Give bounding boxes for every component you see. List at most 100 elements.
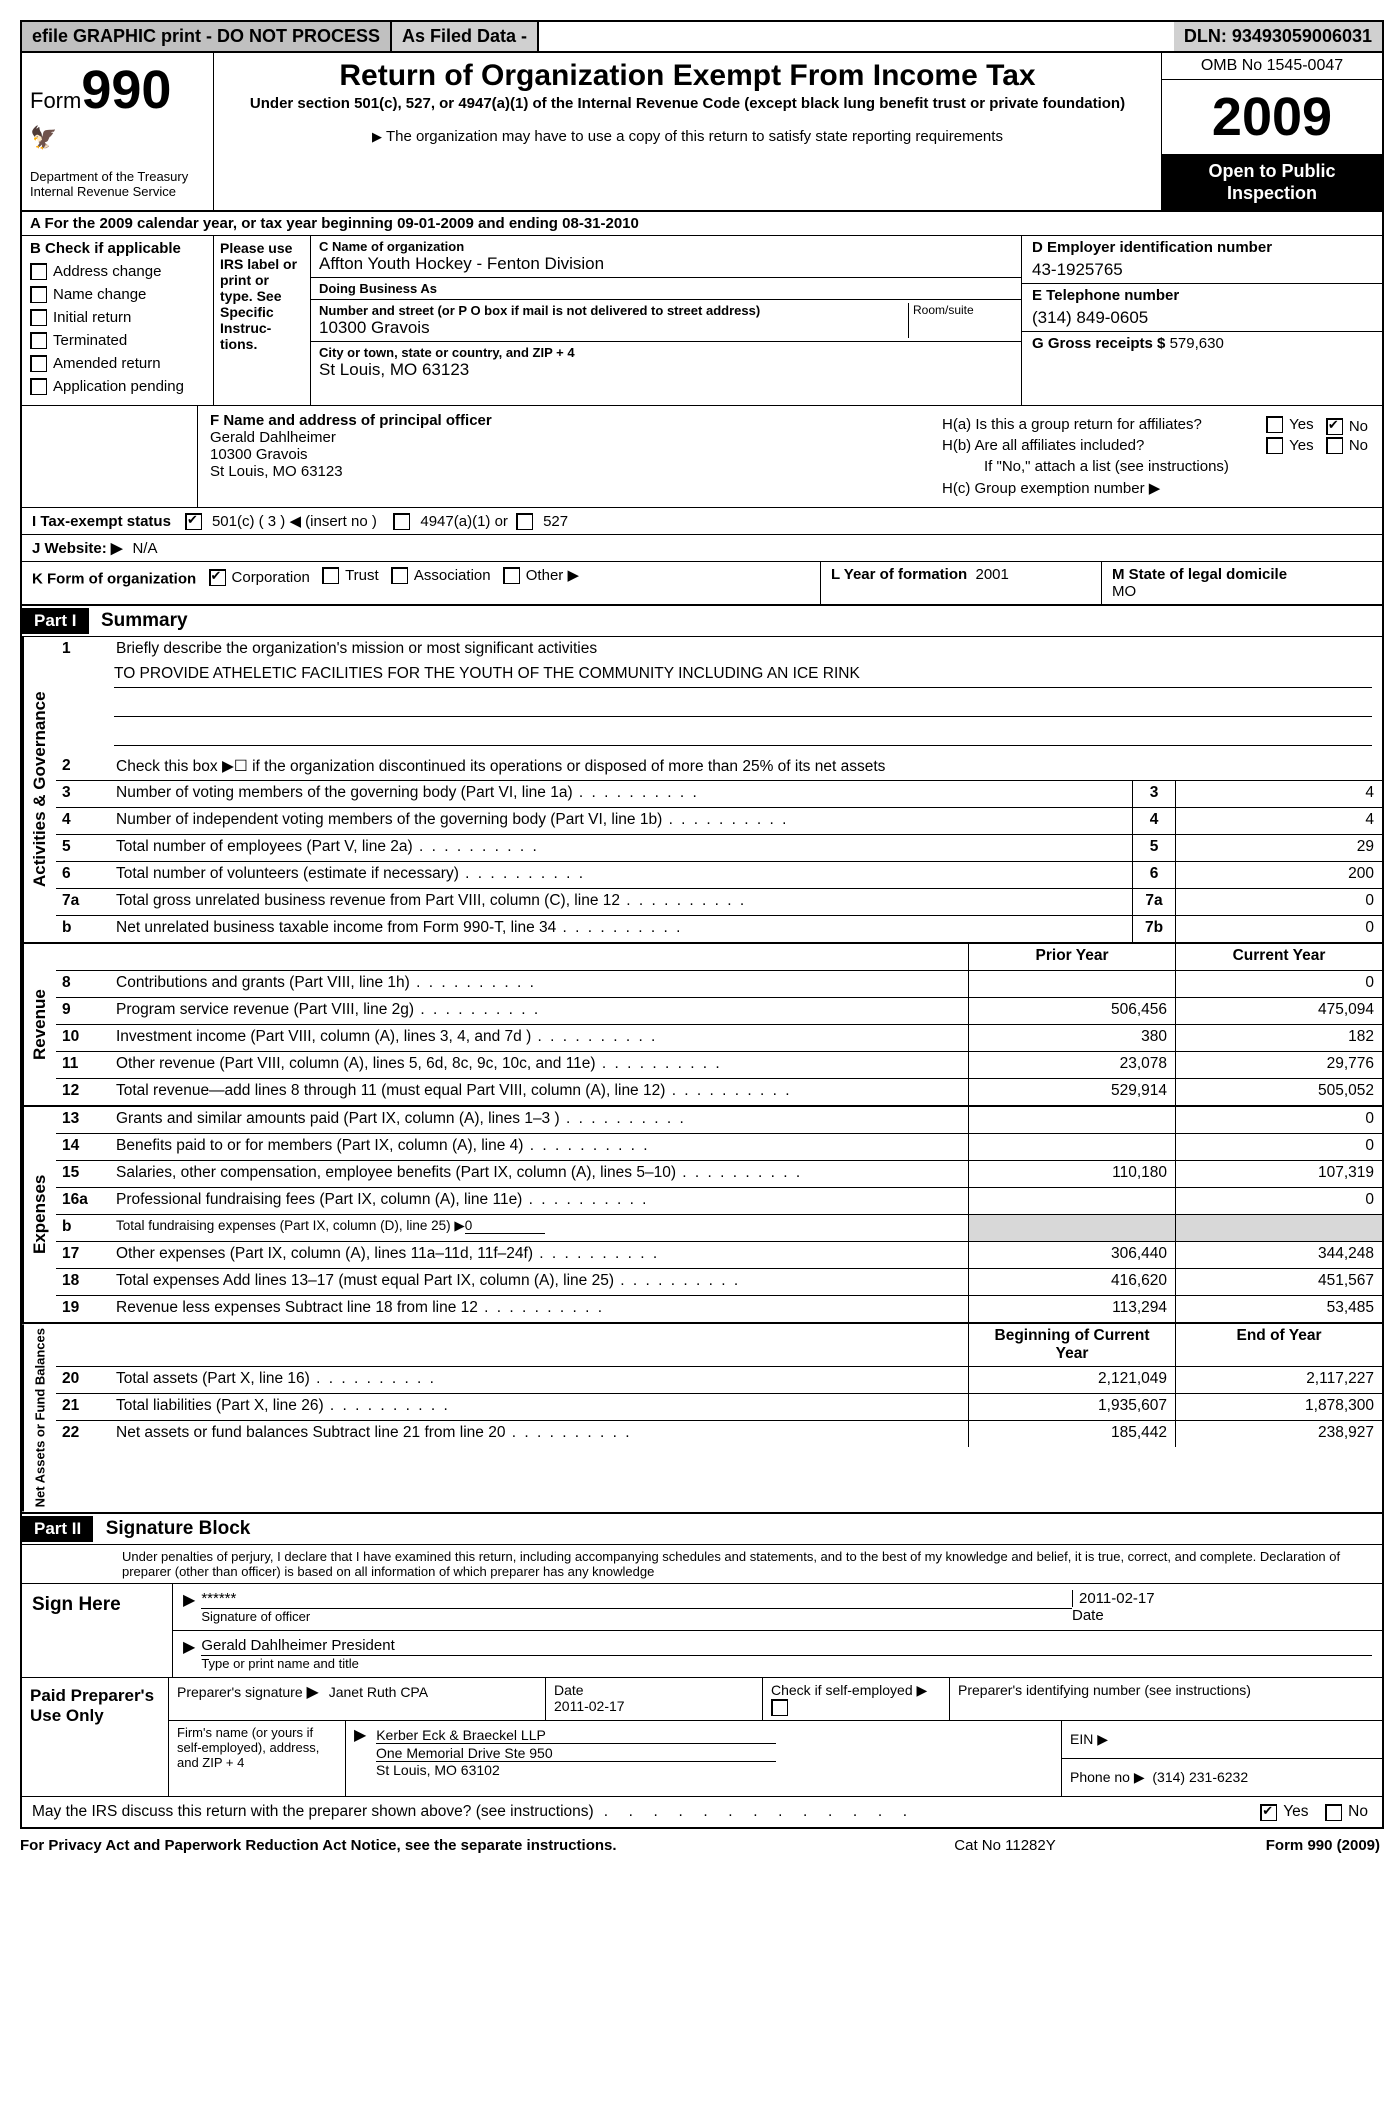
officer-addr1: 10300 Gravois (210, 446, 920, 463)
tax-year: 2009 (1162, 80, 1382, 155)
form-title: Return of Organization Exempt From Incom… (224, 59, 1151, 93)
part-1-header: Part I Summary (22, 606, 1382, 637)
table-row: 4 Number of independent voting members o… (56, 808, 1382, 835)
col-current-year: Current Year (1175, 944, 1382, 970)
sign-date: 2011-02-17 (1079, 1590, 1155, 1607)
table-row: 13 Grants and similar amounts paid (Part… (56, 1107, 1382, 1134)
chk-address-change[interactable]: Address change (30, 263, 205, 280)
table-row: 21 Total liabilities (Part X, line 26) 1… (56, 1394, 1382, 1421)
part-2-header: Part II Signature Block (22, 1514, 1382, 1545)
table-row: 8 Contributions and grants (Part VIII, l… (56, 971, 1382, 998)
expenses-section: Expenses 13 Grants and similar amounts p… (22, 1107, 1382, 1324)
row-f-h: F Name and address of principal officer … (22, 406, 1382, 508)
table-row: 6 Total number of volunteers (estimate i… (56, 862, 1382, 889)
section-h: H(a) Is this a group return for affiliat… (932, 406, 1382, 507)
c-org-label: C Name of organization (319, 239, 1013, 254)
chk-terminated[interactable]: Terminated (30, 332, 205, 349)
section-b: B Check if applicable Address change Nam… (22, 236, 214, 405)
line-1-desc: Briefly describe the organization's miss… (112, 637, 1382, 663)
street-address: 10300 Gravois (319, 318, 908, 338)
irs-label: Internal Revenue Service (30, 184, 205, 199)
chk-app-pending[interactable]: Application pending (30, 378, 205, 395)
side-net-assets: Net Assets or Fund Balances (22, 1324, 56, 1511)
phone: (314) 849-0605 (1032, 308, 1372, 328)
header-right: OMB No 1545-0047 2009 Open to Public Ins… (1161, 53, 1382, 210)
side-expenses: Expenses (22, 1107, 56, 1322)
date-label: Date (1072, 1607, 1372, 1624)
pin-label: Preparer's identifying number (see instr… (950, 1678, 1382, 1721)
chk-name-change[interactable]: Name change (30, 286, 205, 303)
row-a-tax-year: A For the 2009 calendar year, or tax yea… (22, 212, 1382, 236)
arrow-icon (183, 1637, 201, 1671)
preparer-name: Janet Ruth CPA (329, 1684, 428, 1700)
e-phone-label: E Telephone number (1032, 287, 1372, 304)
gross-receipts: 579,630 (1170, 335, 1224, 352)
ein: 43-1925765 (1032, 260, 1372, 280)
table-row: 18 Total expenses Add lines 13–17 (must … (56, 1269, 1382, 1296)
row-j: J Website: ▶ N/A (22, 535, 1382, 562)
top-bar: efile GRAPHIC print - DO NOT PROCESS As … (22, 22, 1382, 53)
arrow-icon (183, 1590, 201, 1624)
website: N/A (132, 540, 157, 557)
table-row: 9 Program service revenue (Part VIII, li… (56, 998, 1382, 1025)
section-d: D Employer identification number 43-1925… (1021, 236, 1382, 405)
h-b: H(b) Are all affiliates included? Yes No (942, 437, 1372, 454)
firm-name: Kerber Eck & Braeckel LLP (376, 1727, 776, 1744)
table-row: 7a Total gross unrelated business revenu… (56, 889, 1382, 916)
arrow-icon (354, 1727, 372, 1743)
preparer-phone: (314) 231-6232 (1152, 1769, 1248, 1785)
header-left: Form990 🦅 Department of the Treasury Int… (22, 53, 214, 210)
firm-addr1: One Memorial Drive Ste 950 (376, 1745, 776, 1762)
as-filed: As Filed Data - (392, 22, 539, 51)
col-end-year: End of Year (1175, 1324, 1382, 1366)
section-c: C Name of organization Affton Youth Hock… (311, 236, 1021, 405)
chk-initial-return[interactable]: Initial return (30, 309, 205, 326)
h-a: H(a) Is this a group return for affiliat… (942, 416, 1372, 433)
chk-amended[interactable]: Amended return (30, 355, 205, 372)
f-label: F Name and address of principal officer (210, 412, 920, 429)
side-activities: Activities & Governance (22, 637, 56, 942)
perjury-statement: Under penalties of perjury, I declare th… (22, 1545, 1382, 1584)
table-row: 15 Salaries, other compensation, employe… (56, 1161, 1382, 1188)
officer-name: Gerald Dahlheimer (210, 429, 920, 446)
form-990: efile GRAPHIC print - DO NOT PROCESS As … (20, 20, 1384, 1829)
org-name: Affton Youth Hockey - Fenton Division (319, 254, 1013, 274)
section-b-row: B Check if applicable Address change Nam… (22, 236, 1382, 406)
table-row: 11 Other revenue (Part VIII, column (A),… (56, 1052, 1382, 1079)
table-row: 16a Professional fundraising fees (Part … (56, 1188, 1382, 1215)
omb-number: OMB No 1545-0047 (1162, 53, 1382, 80)
irs-eagle-icon: 🦅 (30, 125, 57, 151)
efile-notice: efile GRAPHIC print - DO NOT PROCESS (22, 22, 392, 51)
name-title-label: Type or print name and title (201, 1656, 1372, 1671)
preparer-ein-label: EIN ▶ (1062, 1721, 1382, 1759)
footer-privacy: For Privacy Act and Paperwork Reduction … (20, 1837, 880, 1854)
page-footer: For Privacy Act and Paperwork Reduction … (20, 1837, 1380, 1854)
self-employed-label: Check if self-employed ▶ (771, 1682, 927, 1698)
firm-addr2: St Louis, MO 63102 (376, 1762, 500, 1778)
sign-here-label: Sign Here (22, 1584, 173, 1677)
col-beginning-year: Beginning of Current Year (968, 1324, 1175, 1366)
table-row: 22 Net assets or fund balances Subtract … (56, 1421, 1382, 1447)
open-inspection: Open to Public Inspection (1162, 155, 1382, 210)
b-heading: B Check if applicable (30, 240, 205, 257)
g-gross-label: G Gross receipts $ (1032, 335, 1165, 352)
section-f: F Name and address of principal officer … (198, 406, 932, 507)
footer-cat: Cat No 11282Y (880, 1837, 1130, 1854)
form-header: Form990 🦅 Department of the Treasury Int… (22, 53, 1382, 212)
row-i: I Tax-exempt status 501(c) ( 3 ) ◀ (inse… (22, 508, 1382, 535)
row-k-l-m: K Form of organization Corporation Trust… (22, 562, 1382, 606)
table-row: 17 Other expenses (Part IX, column (A), … (56, 1242, 1382, 1269)
header-center: Return of Organization Exempt From Incom… (214, 53, 1161, 210)
footer-form: Form 990 (2009) (1130, 1837, 1380, 1854)
sign-here-block: Sign Here ****** Signature of officer 20… (22, 1584, 1382, 1677)
room-suite-label: Room/suite (908, 303, 1013, 338)
irs-discuss-row: May the IRS discuss this return with the… (22, 1796, 1382, 1827)
col-prior-year: Prior Year (968, 944, 1175, 970)
section-l: L Year of formation 2001 (821, 562, 1102, 604)
activities-governance-section: Activities & Governance 1 Briefly descri… (22, 637, 1382, 944)
form-note: ▶ The organization may have to use a cop… (224, 128, 1151, 145)
irs-instructions: Please use IRS label or print or type. S… (214, 236, 311, 405)
form-number: Form990 (30, 59, 205, 121)
net-assets-section: Net Assets or Fund Balances Beginning of… (22, 1324, 1382, 1513)
addr-label: Number and street (or P O box if mail is… (319, 303, 908, 318)
